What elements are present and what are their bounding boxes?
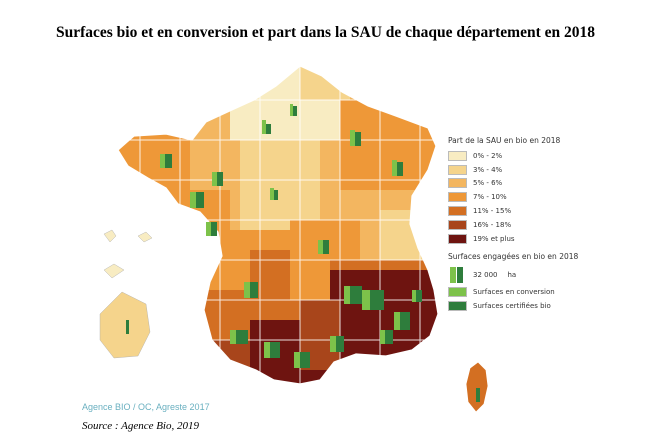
legend-conversion: Surfaces en conversion (448, 286, 648, 300)
conversion-label: Surfaces en conversion (473, 288, 555, 297)
certified-label: Surfaces certifiées bio (473, 302, 551, 311)
legend-class-label: 5% - 6% (473, 179, 503, 188)
legend-class-label: 16% - 18% (473, 220, 512, 229)
legend-title: Part de la SAU en bio en 2018 (448, 136, 561, 145)
size-reference-unit: ha (507, 270, 517, 279)
legend-size-reference: 32 000 ha (448, 264, 648, 286)
legend-swatch (448, 206, 467, 217)
legend-class-label: 3% - 4% (473, 165, 503, 174)
size-reference-value: 32 000 (473, 270, 498, 279)
legend-swatch (448, 219, 467, 230)
size-reference-bars (448, 266, 467, 283)
legend-class-label: 11% - 15% (473, 207, 512, 216)
legend-class-label: 7% - 10% (473, 193, 507, 202)
legend-class: 16% - 18% (448, 218, 648, 232)
certified-swatch (448, 301, 467, 312)
legend-certified: Surfaces certifiées bio (448, 299, 648, 313)
legend-class-label: 19% et plus (473, 234, 515, 243)
map-title: Surfaces bio et en conversion et part da… (55, 24, 596, 41)
organic-surface-bars (160, 104, 422, 368)
corsica-island (465, 361, 489, 413)
legend-swatch (448, 164, 467, 175)
legend-swatch (448, 150, 467, 161)
legend-class: 11% - 15% (448, 204, 648, 218)
map-legend: Part de la SAU en bio en 2018 0% - 2% 3%… (448, 136, 648, 313)
legend-class: 3% - 4% (448, 163, 648, 177)
source-caption: Source : Agence Bio, 2019 (82, 420, 199, 432)
legend-class: 19% et plus (448, 232, 648, 246)
legend-class: 0% - 2% (448, 149, 648, 163)
legend-swatch (448, 192, 467, 203)
map-credit: Agence BIO / OC, Agreste 2017 (82, 402, 210, 412)
legend-class: 5% - 6% (448, 177, 648, 191)
legend-class: 7% - 10% (448, 190, 648, 204)
legend-class-label: 0% - 2% (473, 151, 503, 160)
legend-swatch (448, 233, 467, 244)
conversion-swatch (448, 287, 467, 298)
overseas-departments (99, 229, 153, 359)
legend-surfaces-title: Surfaces engagées en bio en 2018 (448, 251, 579, 261)
legend-swatch (448, 178, 467, 189)
